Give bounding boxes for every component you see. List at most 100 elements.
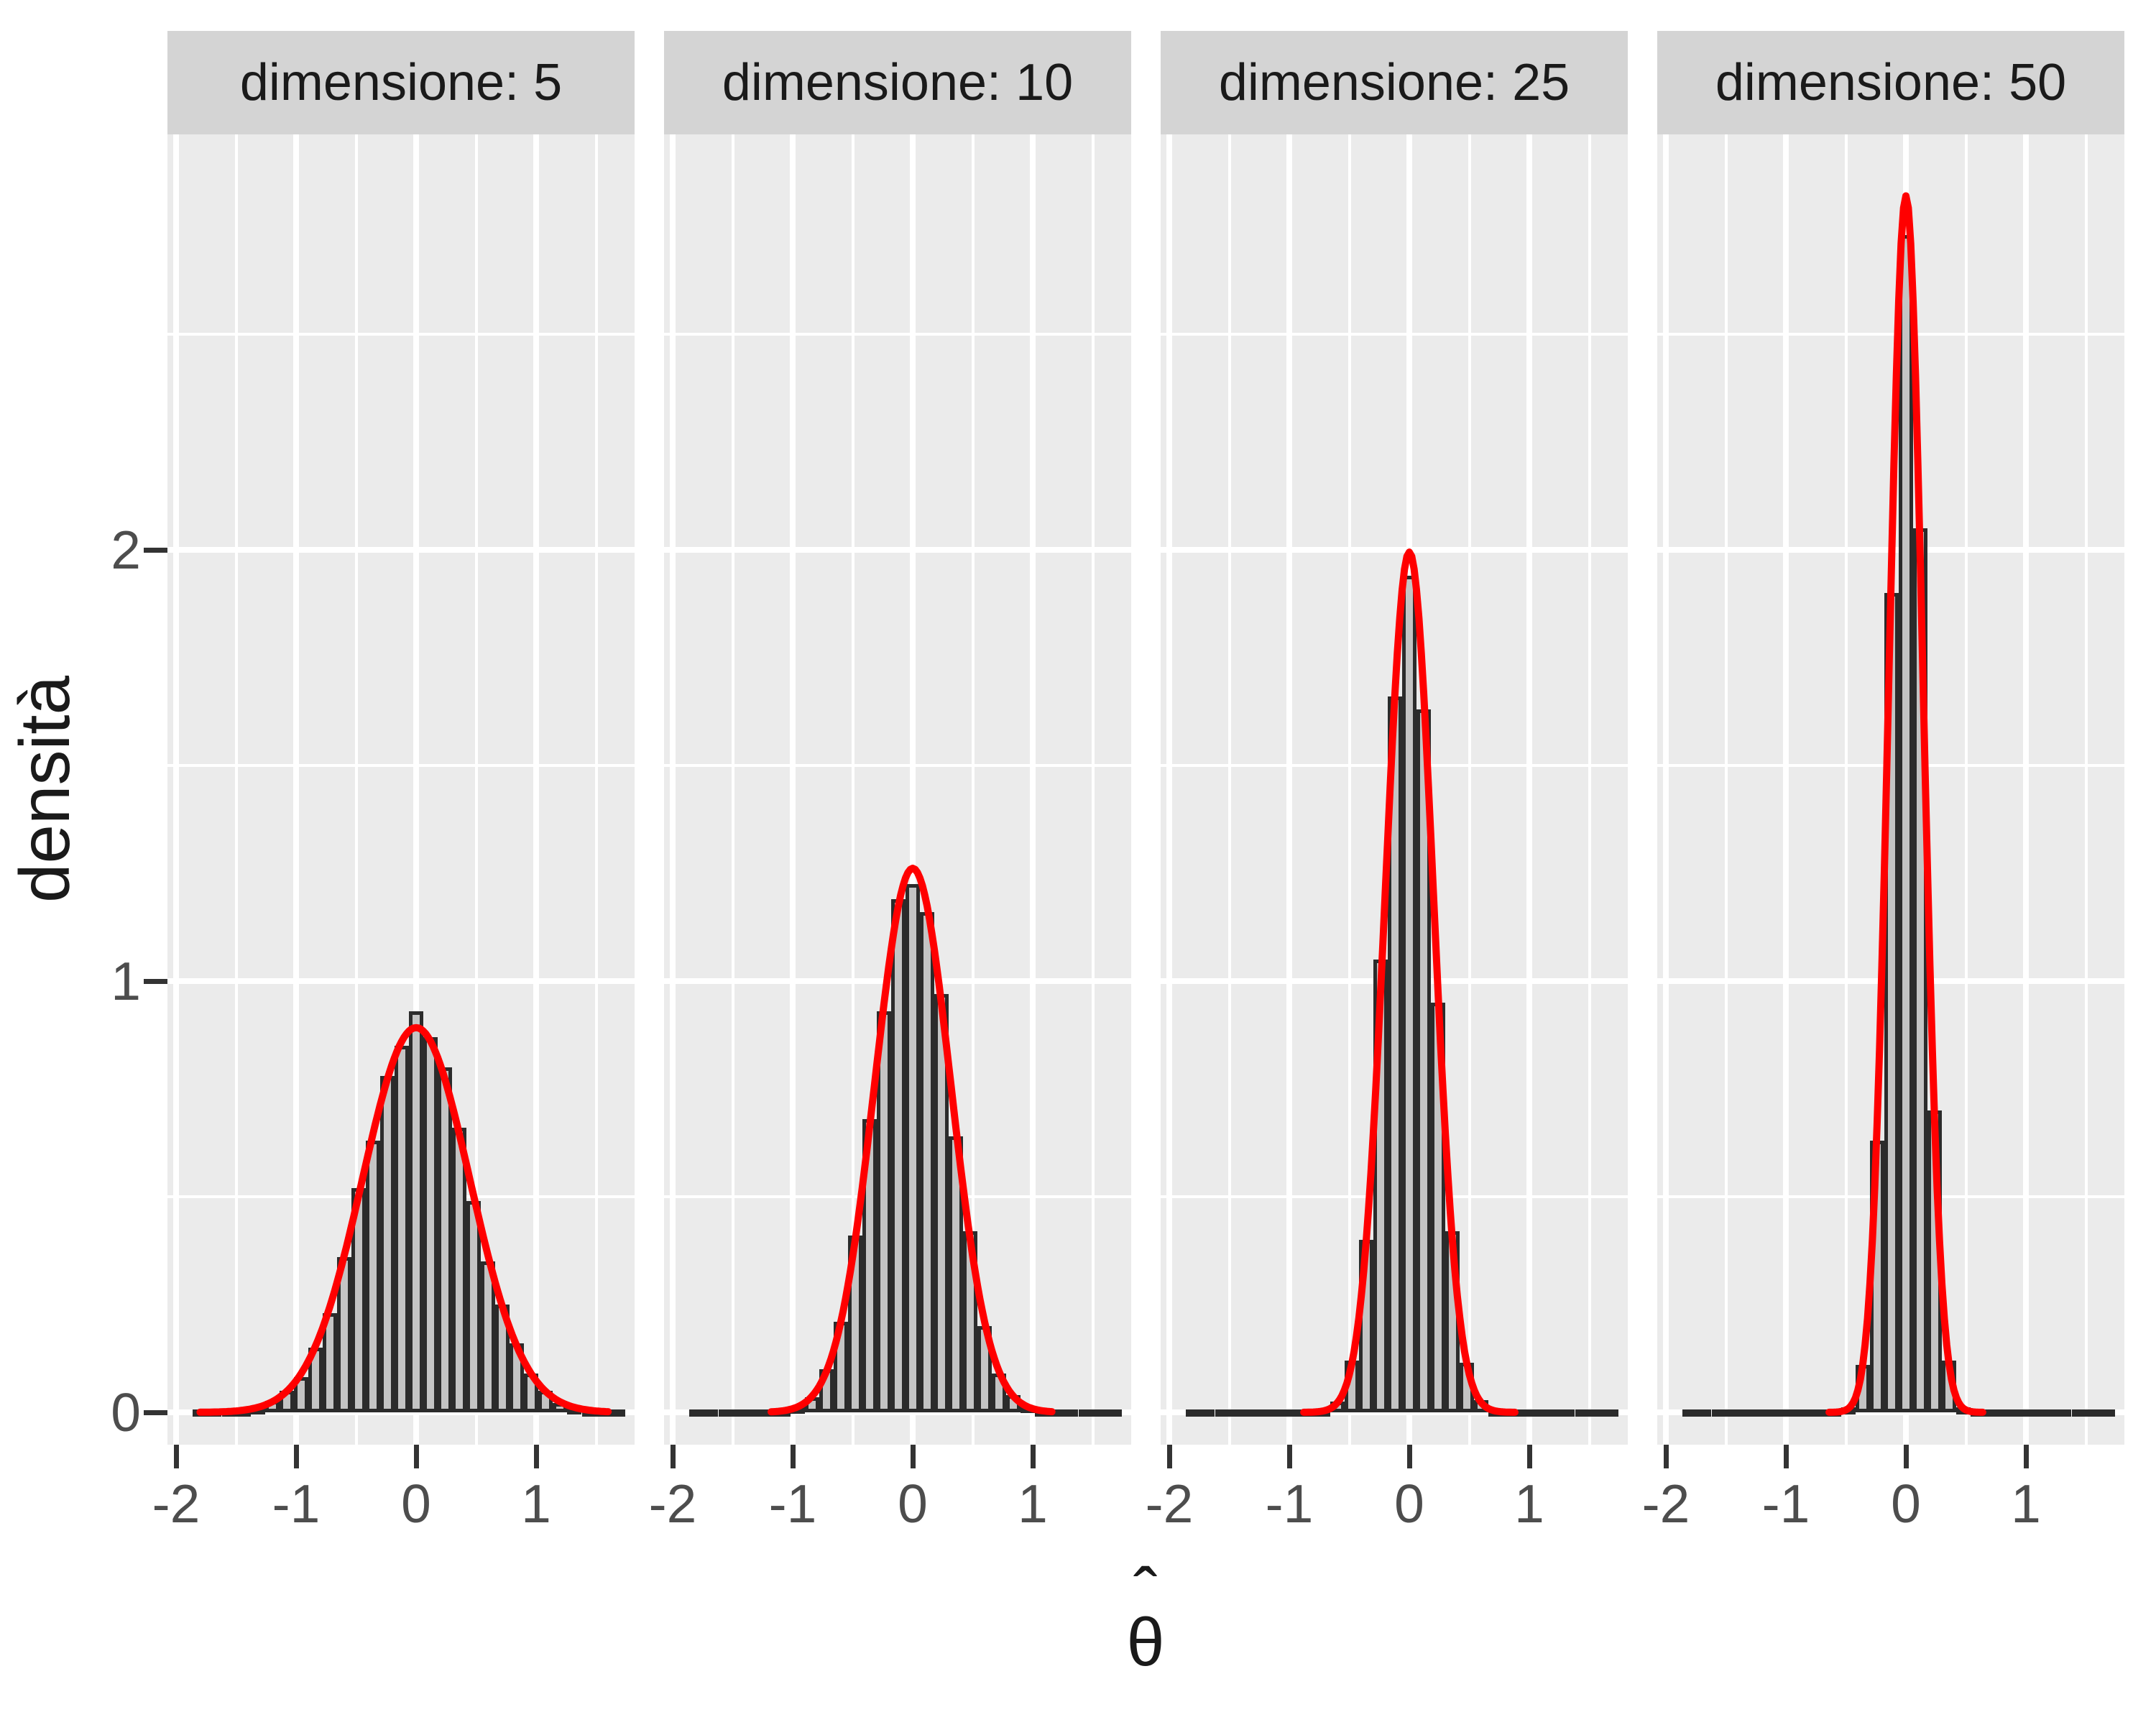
histogram-bar (438, 1067, 453, 1412)
x-axis-tick (293, 1445, 299, 1468)
gridline-x-minor (731, 134, 734, 1445)
histogram-bar (1517, 1409, 1532, 1417)
gridline-x-minor (1964, 134, 1968, 1445)
x-axis-tick-label: 1 (521, 1473, 551, 1534)
histogram-bar (1416, 709, 1432, 1412)
x-axis-tick-label: 0 (1394, 1473, 1424, 1534)
histogram-bar (2014, 1409, 2029, 1417)
histogram-bar (221, 1409, 236, 1417)
x-axis-tick-label: -1 (1265, 1473, 1314, 1534)
histogram-bar (236, 1409, 251, 1417)
histogram-bar (1682, 1409, 1697, 1417)
histogram-bar (1769, 1409, 1784, 1417)
facet-strip: dimensione: 5 (167, 31, 635, 134)
histogram-bar (1546, 1409, 1561, 1417)
histogram-bar (847, 1236, 862, 1412)
histogram-bar (1488, 1409, 1503, 1417)
histogram-bar (819, 1369, 834, 1412)
gridline-x-major (1526, 134, 1533, 1445)
histogram-bar (1258, 1409, 1273, 1417)
histogram-bar (1560, 1409, 1575, 1417)
histogram-bar (949, 1136, 964, 1412)
histogram-bar (1460, 1363, 1475, 1412)
x-axis-tick (1526, 1445, 1532, 1468)
histogram-bar (1107, 1409, 1122, 1417)
facet-strip-label: dimensione: 10 (722, 54, 1074, 111)
histogram-bar (193, 1409, 208, 1417)
histogram-bar (279, 1391, 294, 1412)
x-axis-tick (670, 1445, 676, 1468)
gridline-x-major (293, 134, 300, 1445)
histogram-bar (1006, 1395, 1021, 1412)
x-axis-tick (1286, 1445, 1292, 1468)
histogram-bar (365, 1141, 380, 1412)
histogram-bar (1503, 1409, 1518, 1417)
histogram-bar (1445, 1231, 1460, 1412)
facet-strip-label: dimensione: 50 (1715, 54, 2067, 111)
facet-strip-label: dimensione: 5 (239, 54, 563, 111)
histogram-bar (804, 1397, 819, 1412)
histogram-bar (1092, 1409, 1107, 1417)
panel (1657, 134, 2124, 1445)
histogram-bar (1913, 528, 1928, 1412)
gridline-x-major (2023, 134, 2030, 1445)
histogram-bar (1927, 1110, 1943, 1412)
histogram-bar (775, 1409, 791, 1417)
histogram-bar (1971, 1409, 1986, 1417)
histogram-bar (1186, 1409, 1201, 1417)
x-axis-tick (1783, 1445, 1789, 1468)
histogram-bar (934, 994, 949, 1412)
histogram-bar (1064, 1409, 1079, 1417)
histogram-bar (1387, 696, 1402, 1412)
histogram-bar (1589, 1409, 1604, 1417)
histogram-bar (1301, 1409, 1316, 1417)
x-axis-tick (790, 1445, 796, 1468)
panel (1161, 134, 1628, 1445)
histogram-bar (1985, 1409, 2000, 1417)
gridline-x-minor (1091, 134, 1095, 1445)
histogram-bar (394, 1046, 409, 1412)
x-axis-tick-label: -2 (1145, 1473, 1194, 1534)
histogram-bar (1740, 1409, 1755, 1417)
histogram-bar (1603, 1409, 1618, 1417)
histogram-bar (1783, 1409, 1798, 1417)
histogram-bar (862, 1119, 877, 1412)
histogram-bar (906, 884, 921, 1412)
x-axis-tick (1166, 1445, 1172, 1468)
histogram-bar (1474, 1400, 1489, 1412)
x-axis-tick (1406, 1445, 1412, 1468)
histogram-bar (2042, 1409, 2058, 1417)
histogram-bar (250, 1407, 265, 1414)
histogram-bar (581, 1409, 596, 1417)
x-axis-tick-label: 1 (2011, 1473, 2041, 1534)
gridline-x-minor (1844, 134, 1848, 1445)
gridline-y-minor (167, 333, 635, 336)
histogram-bar (2057, 1409, 2072, 1417)
histogram-bar (1855, 1365, 1870, 1412)
histogram-bar (920, 912, 935, 1412)
histogram-bar (308, 1348, 323, 1412)
facet-strip: dimensione: 10 (664, 31, 1131, 134)
x-axis-tick (173, 1445, 179, 1468)
gridline-y-minor (1161, 333, 1628, 336)
histogram-bar (1215, 1409, 1230, 1417)
histogram-bar (1286, 1409, 1302, 1417)
histogram-bar (423, 1037, 438, 1412)
histogram-bar (977, 1326, 992, 1412)
gridline-y-minor (664, 333, 1131, 336)
histogram-bar (1229, 1409, 1244, 1417)
histogram-bar (379, 1076, 395, 1412)
histogram-bar (1243, 1409, 1258, 1417)
y-axis-tick (144, 978, 167, 984)
gridline-y-major (167, 978, 635, 984)
histogram-bar (890, 899, 906, 1412)
x-axis-tick-label: -1 (768, 1473, 817, 1534)
histogram-bar (1373, 960, 1388, 1412)
histogram-bar (567, 1407, 582, 1414)
histogram-bar (336, 1257, 351, 1412)
histogram-bar (553, 1402, 568, 1412)
histogram-bar (293, 1376, 308, 1412)
x-axis-tick (1663, 1445, 1669, 1468)
